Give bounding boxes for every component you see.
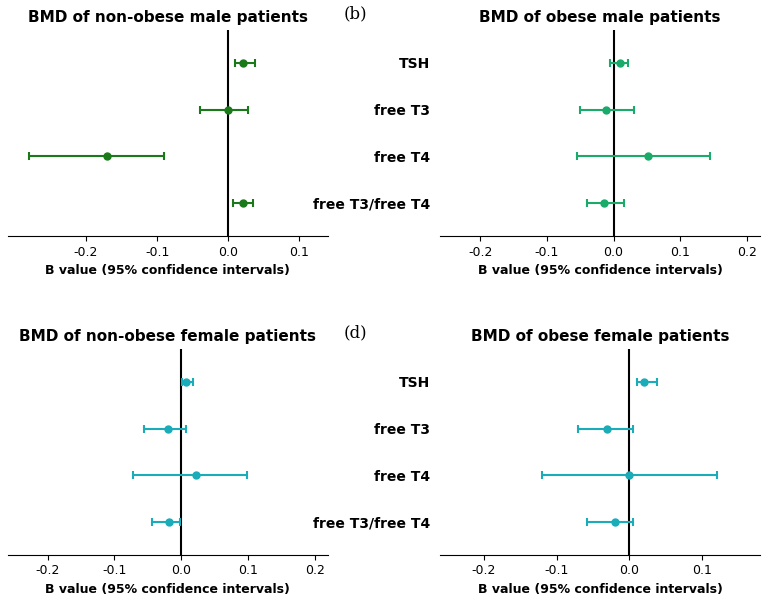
X-axis label: B value (95% confidence intervals): B value (95% confidence intervals) — [478, 264, 723, 277]
Text: (b): (b) — [344, 5, 368, 22]
X-axis label: B value (95% confidence intervals): B value (95% confidence intervals) — [45, 264, 290, 277]
Title: BMD of non-obese female patients: BMD of non-obese female patients — [19, 329, 316, 344]
Title: BMD of non-obese male patients: BMD of non-obese male patients — [28, 10, 308, 25]
Title: BMD of obese female patients: BMD of obese female patients — [471, 329, 730, 344]
Title: BMD of obese male patients: BMD of obese male patients — [479, 10, 721, 25]
X-axis label: B value (95% confidence intervals): B value (95% confidence intervals) — [45, 583, 290, 596]
Text: (d): (d) — [344, 324, 368, 341]
X-axis label: B value (95% confidence intervals): B value (95% confidence intervals) — [478, 583, 723, 596]
